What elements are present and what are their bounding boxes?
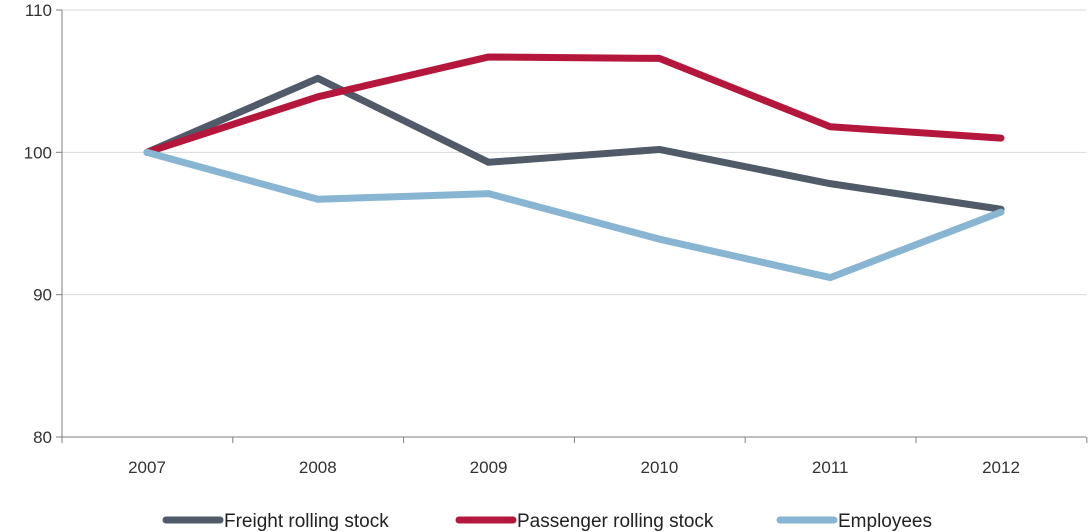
legend-label: Passenger rolling stock (517, 511, 714, 532)
legend-item-employees: Employees (776, 511, 932, 532)
legend-item-freight-rolling-stock: Freight rolling stock (162, 511, 389, 532)
axes (56, 9, 1088, 443)
x-tick-label: 2008 (299, 458, 337, 477)
series-lines (143, 53, 1005, 282)
y-tick-label: 110 (25, 1, 52, 20)
series-line-passenger-rolling-stock (143, 53, 1005, 156)
y-tick-label: 90 (33, 286, 52, 305)
x-tick-label: 2010 (640, 458, 678, 477)
x-tick-label: 2009 (470, 458, 508, 477)
series-line-freight-rolling-stock (143, 74, 1005, 213)
y-tick-label: 80 (33, 428, 52, 447)
x-tick-label: 2012 (982, 458, 1020, 477)
gridlines (62, 9, 1086, 296)
tick-labels: 80 90 100 110 2007 2008 2009 2010 2011 2012 (24, 1, 1020, 477)
x-tick-label: 2007 (128, 458, 166, 477)
series-line-employees (143, 148, 1005, 282)
y-tick-label: 100 (24, 143, 52, 162)
legend-label: Employees (838, 511, 932, 532)
legend: Freight rolling stock Passenger rolling s… (162, 511, 932, 532)
x-tick-label: 2011 (812, 458, 849, 477)
legend-label: Freight rolling stock (224, 511, 389, 532)
legend-item-passenger-rolling-stock: Passenger rolling stock (455, 511, 714, 532)
